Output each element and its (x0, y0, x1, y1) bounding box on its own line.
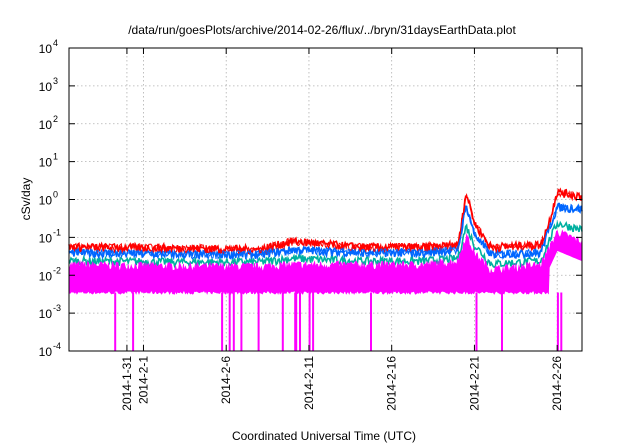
y-tick-exponent: -3 (53, 303, 61, 313)
dropout-spike (281, 292, 284, 351)
dropout-spike (228, 292, 231, 351)
x-axis-label: Coordinated Universal Time (UTC) (232, 429, 416, 443)
y-tick-label: 10 (39, 231, 53, 245)
dropout-spike (221, 292, 224, 351)
y-tick-exponent: -1 (53, 227, 61, 237)
chart-title: /data/run/goesPlots/archive/2014-02-26/f… (128, 23, 516, 37)
x-tick-label: 2014-2-6 (219, 356, 233, 404)
data-series (68, 187, 583, 351)
dropout-spike (370, 292, 372, 351)
dropout-spike (556, 292, 559, 351)
y-tick-label: 10 (39, 80, 53, 94)
dropout-spike (560, 292, 563, 351)
dropout-spike (114, 292, 117, 351)
series-1-trace (68, 203, 583, 261)
y-tick-label: 10 (39, 307, 53, 321)
x-tick-label: 2014-1-31 (120, 356, 134, 411)
x-tick-label: 2014-2-1 (136, 356, 150, 404)
y-tick-exponent: 0 (53, 190, 58, 200)
y-tick-exponent: 3 (53, 76, 58, 86)
y-tick-label: 10 (39, 118, 53, 132)
y-tick-label: 10 (39, 194, 53, 208)
dropout-spike (501, 292, 503, 351)
x-tick-label: 2014-2-21 (467, 356, 481, 411)
y-axis-label: cSv/day (19, 178, 33, 221)
grid-lines (69, 47, 582, 352)
series-0-trace (68, 187, 583, 256)
dropout-spike (240, 292, 243, 351)
dropout-spike (308, 292, 311, 351)
dropout-spike (475, 292, 478, 351)
y-tick-exponent: 2 (53, 114, 58, 124)
y-tick-label: 10 (39, 156, 53, 170)
y-tick-exponent: -2 (53, 265, 61, 275)
dropout-spike (257, 292, 260, 351)
y-tick-exponent: 1 (53, 152, 58, 162)
dropout-spike (299, 292, 301, 351)
y-tick-label: 10 (39, 42, 53, 56)
y-tick-label: 10 (39, 269, 53, 283)
series-0-trace (68, 189, 583, 254)
dropout-spike (312, 292, 315, 351)
x-tick-label: 2014-2-11 (302, 356, 316, 410)
y-tick-exponent: -4 (53, 341, 61, 351)
dropout-spike (232, 292, 235, 351)
dropout-spike (132, 292, 135, 351)
x-tick-label: 2014-2-26 (550, 356, 564, 411)
series-2-trace (68, 220, 583, 270)
y-tick-label: 10 (39, 345, 53, 359)
x-axis-ticks: 2014-1-31 2014-2-1 2014-2-6 2014-2-11 2014-2… (120, 48, 564, 411)
x-tick-label: 2014-2-16 (385, 356, 399, 411)
y-tick-exponent: 4 (53, 38, 58, 48)
dropout-spike (295, 292, 298, 351)
